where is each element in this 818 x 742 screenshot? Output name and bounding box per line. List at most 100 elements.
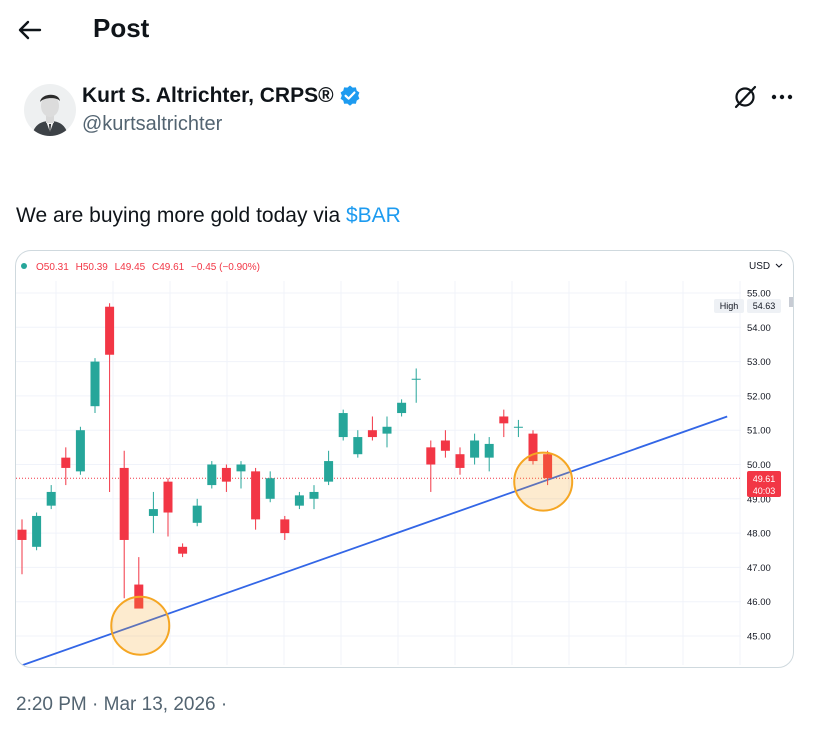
candle — [90, 358, 100, 414]
arrow-left-icon — [18, 20, 42, 40]
high-tag — [714, 299, 744, 313]
candle-body — [163, 481, 173, 513]
price-tag-countdown: 40:03 — [753, 486, 776, 496]
post-text: We are buying more gold today via $BAR — [16, 204, 401, 228]
candle — [251, 467, 261, 530]
candle-body — [17, 529, 27, 540]
candle-body — [207, 464, 217, 486]
ohlc-high: H50.39 — [76, 262, 109, 273]
candle — [382, 416, 392, 448]
candle-body — [192, 505, 202, 523]
candle-body — [280, 519, 290, 534]
candle — [499, 409, 509, 438]
candle-body — [411, 378, 421, 380]
high-tag-label: High — [720, 301, 739, 311]
candle — [484, 437, 494, 472]
candle-body — [75, 430, 85, 472]
candle — [397, 399, 407, 417]
candle-body — [221, 467, 231, 482]
y-tick-label: 54.00 — [747, 323, 771, 334]
candle-body — [499, 416, 509, 424]
candle — [543, 450, 553, 486]
candle-body — [236, 464, 246, 472]
y-tick-label: 47.00 — [747, 563, 771, 574]
candle-body — [543, 454, 553, 479]
candle-body — [338, 413, 348, 438]
ohlc-open: O50.31 — [36, 262, 69, 273]
candle — [192, 498, 202, 527]
price-tag — [747, 471, 781, 497]
ohlc-header: O50.31 H50.39 L49.45 C49.61 −0.45 (−0.90… — [36, 262, 260, 273]
candle — [426, 440, 436, 492]
candle-body — [148, 509, 158, 516]
candle-body — [470, 440, 480, 458]
candle — [280, 515, 290, 540]
candle — [353, 430, 363, 458]
candle — [75, 426, 85, 475]
author-handle[interactable]: @kurtsaltrichter — [82, 113, 223, 135]
post-text-body: We are buying more gold today via — [16, 204, 346, 227]
avatar-image — [24, 84, 76, 136]
candle — [32, 512, 42, 551]
candle — [455, 447, 465, 475]
currency-label[interactable]: USD — [749, 261, 770, 272]
more-dots-icon[interactable] — [768, 84, 796, 110]
high-value: 54.63 — [753, 301, 776, 311]
high-value-tag — [747, 299, 781, 313]
candle — [367, 416, 377, 441]
avatar[interactable] — [24, 84, 76, 136]
candle-body — [324, 461, 334, 482]
author-name[interactable]: Kurt S. Altrichter, CRPS® — [82, 84, 362, 108]
candle-body — [309, 491, 319, 499]
candle — [294, 491, 304, 510]
candle — [265, 471, 275, 503]
ohlc-close: C49.61 — [152, 262, 185, 273]
candle — [148, 491, 158, 534]
y-tick-label: 48.00 — [747, 529, 771, 540]
chart-image[interactable]: 55.00 54.00 53.00 52.00 51.00 50.00 49.00 48.00… — [15, 250, 794, 668]
candle — [17, 519, 27, 575]
candlestick-chart: 55.00 54.00 53.00 52.00 51.00 50.00 49.00 48.00… — [16, 261, 793, 667]
highlight-circle — [513, 451, 574, 512]
y-tick-label: 55.00 — [747, 289, 771, 300]
candle-body — [397, 402, 407, 414]
candle-body — [353, 437, 363, 455]
y-tick-label: 45.00 — [747, 632, 771, 643]
candle — [309, 485, 319, 510]
back-button[interactable] — [14, 14, 46, 46]
author-name-text: Kurt S. Altrichter, CRPS® — [82, 84, 334, 107]
y-tick-label: 53.00 — [747, 357, 771, 368]
trendline — [17, 415, 728, 667]
y-tick-label: 52.00 — [747, 391, 771, 402]
candle-body — [382, 426, 392, 434]
candle-body — [440, 440, 450, 451]
verified-badge-icon — [340, 85, 359, 106]
page-title: Post — [93, 13, 150, 43]
candle — [411, 368, 421, 403]
cashtag-link[interactable]: $BAR — [345, 204, 401, 227]
candle — [163, 478, 173, 537]
candle-body — [178, 546, 188, 554]
grok-icon[interactable] — [732, 84, 758, 110]
candle-body — [528, 433, 538, 462]
candle — [207, 461, 217, 489]
candle-body — [61, 457, 71, 468]
price-tag-value: 49.61 — [753, 474, 776, 484]
candle-body — [46, 491, 56, 506]
candle-body — [265, 478, 275, 499]
candle — [470, 433, 480, 465]
candle — [513, 419, 523, 438]
candle — [338, 409, 348, 441]
candle-body — [484, 443, 494, 458]
candle-body — [251, 471, 261, 520]
scrollbar-handle[interactable] — [789, 297, 793, 307]
candle — [61, 447, 71, 486]
candle — [178, 543, 188, 558]
candle-body — [294, 495, 304, 506]
y-tick-label: 46.00 — [747, 597, 771, 608]
ohlc-low: L49.45 — [115, 262, 146, 273]
post-timestamp[interactable]: 2:20 PM · Mar 13, 2026 · — [16, 694, 228, 715]
candle — [46, 485, 56, 510]
candle-body — [90, 361, 100, 407]
live-dot-icon — [21, 263, 27, 269]
